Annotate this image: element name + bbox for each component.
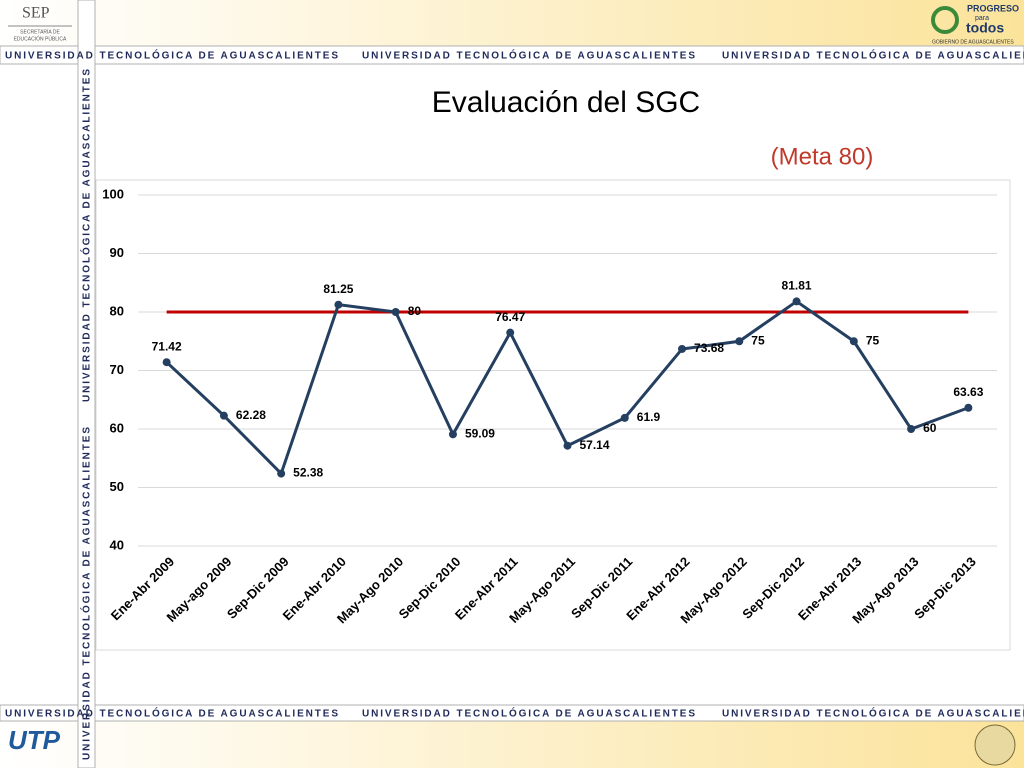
data-label: 60 [923, 421, 937, 435]
data-label: 57.14 [580, 438, 610, 452]
data-label: 59.09 [465, 426, 495, 440]
sep-sub: SECRETARÍA DE [20, 28, 60, 35]
data-label: 81.81 [782, 279, 812, 293]
y-tick-label: 100 [102, 186, 124, 201]
logo-text: todos [966, 20, 1004, 36]
data-point [563, 441, 572, 450]
banner-text: UNIVERSIDAD TECNOLÓGICA DE AGUASCALIENTE… [5, 707, 338, 720]
logo-text: GOBIERNO DE AGUASCALIENTES [932, 39, 1014, 45]
data-label: 62.28 [236, 408, 266, 422]
banner-text: UNIVERSIDAD TECNOLÓGICA DE AGUASCALIENTE… [5, 49, 338, 62]
banner-text: UNIVERSIDAD TECNOLÓGICA DE AGUASCALIENTE… [722, 49, 1024, 62]
data-label: 61.9 [637, 410, 661, 424]
data-point [792, 297, 801, 306]
data-point [506, 328, 515, 337]
y-tick-label: 50 [110, 479, 124, 494]
data-point [964, 403, 973, 412]
data-point [162, 358, 171, 367]
header-band [0, 0, 1024, 46]
top-banner [0, 45, 1024, 65]
data-point [391, 308, 400, 316]
sep-sub: EDUCACIÓN PÚBLICA [14, 35, 67, 42]
data-point [219, 411, 228, 420]
banner-text: UNIVERSIDAD TECNOLÓGICA DE AGUASCALIENTE… [722, 707, 1024, 720]
logo-mark [931, 6, 959, 34]
data-label: 75 [751, 333, 765, 347]
data-label: 73.68 [694, 341, 724, 355]
data-point [678, 344, 687, 353]
seal [974, 724, 1016, 766]
logo-text: PROGRESO [967, 3, 1019, 13]
data-point [907, 425, 916, 433]
data-point [334, 300, 343, 309]
y-tick-label: 80 [110, 303, 124, 318]
data-point [277, 469, 286, 478]
data-point [620, 413, 629, 422]
chart-subtitle: (Meta 80) [771, 143, 874, 170]
y-tick-label: 60 [110, 420, 124, 435]
banner-text: UNIVERSIDAD TECNOLÓGICA DE AGUASCALIENTE… [80, 69, 93, 402]
logo-text: para [975, 15, 989, 22]
banner-text: UNIVERSIDAD TECNOLÓGICA DE AGUASCALIENTE… [362, 49, 695, 62]
y-tick-label: 40 [110, 537, 124, 552]
data-point [448, 430, 457, 439]
bottom-banner [0, 704, 1024, 722]
data-label: 80 [408, 304, 422, 318]
data-label: 71.42 [152, 339, 182, 353]
y-tick-label: 70 [110, 362, 124, 377]
data-label: 76.47 [495, 310, 525, 324]
banner-text: UNIVERSIDAD TECNOLÓGICA DE AGUASCALIENTE… [80, 427, 93, 760]
data-label: 81.25 [323, 282, 353, 296]
data-point [735, 337, 744, 346]
data-point [849, 337, 858, 346]
data-label: 75 [866, 333, 880, 347]
sep-logo: SEP [22, 5, 50, 22]
y-tick-label: 90 [110, 245, 124, 260]
data-label: 52.38 [293, 466, 323, 480]
utp-logo: UTP [8, 725, 61, 755]
banner-text: UNIVERSIDAD TECNOLÓGICA DE AGUASCALIENTE… [362, 707, 695, 720]
data-label: 63.63 [953, 385, 983, 399]
footer-band [0, 720, 1024, 768]
chart-title: Evaluación del SGC [432, 86, 700, 119]
